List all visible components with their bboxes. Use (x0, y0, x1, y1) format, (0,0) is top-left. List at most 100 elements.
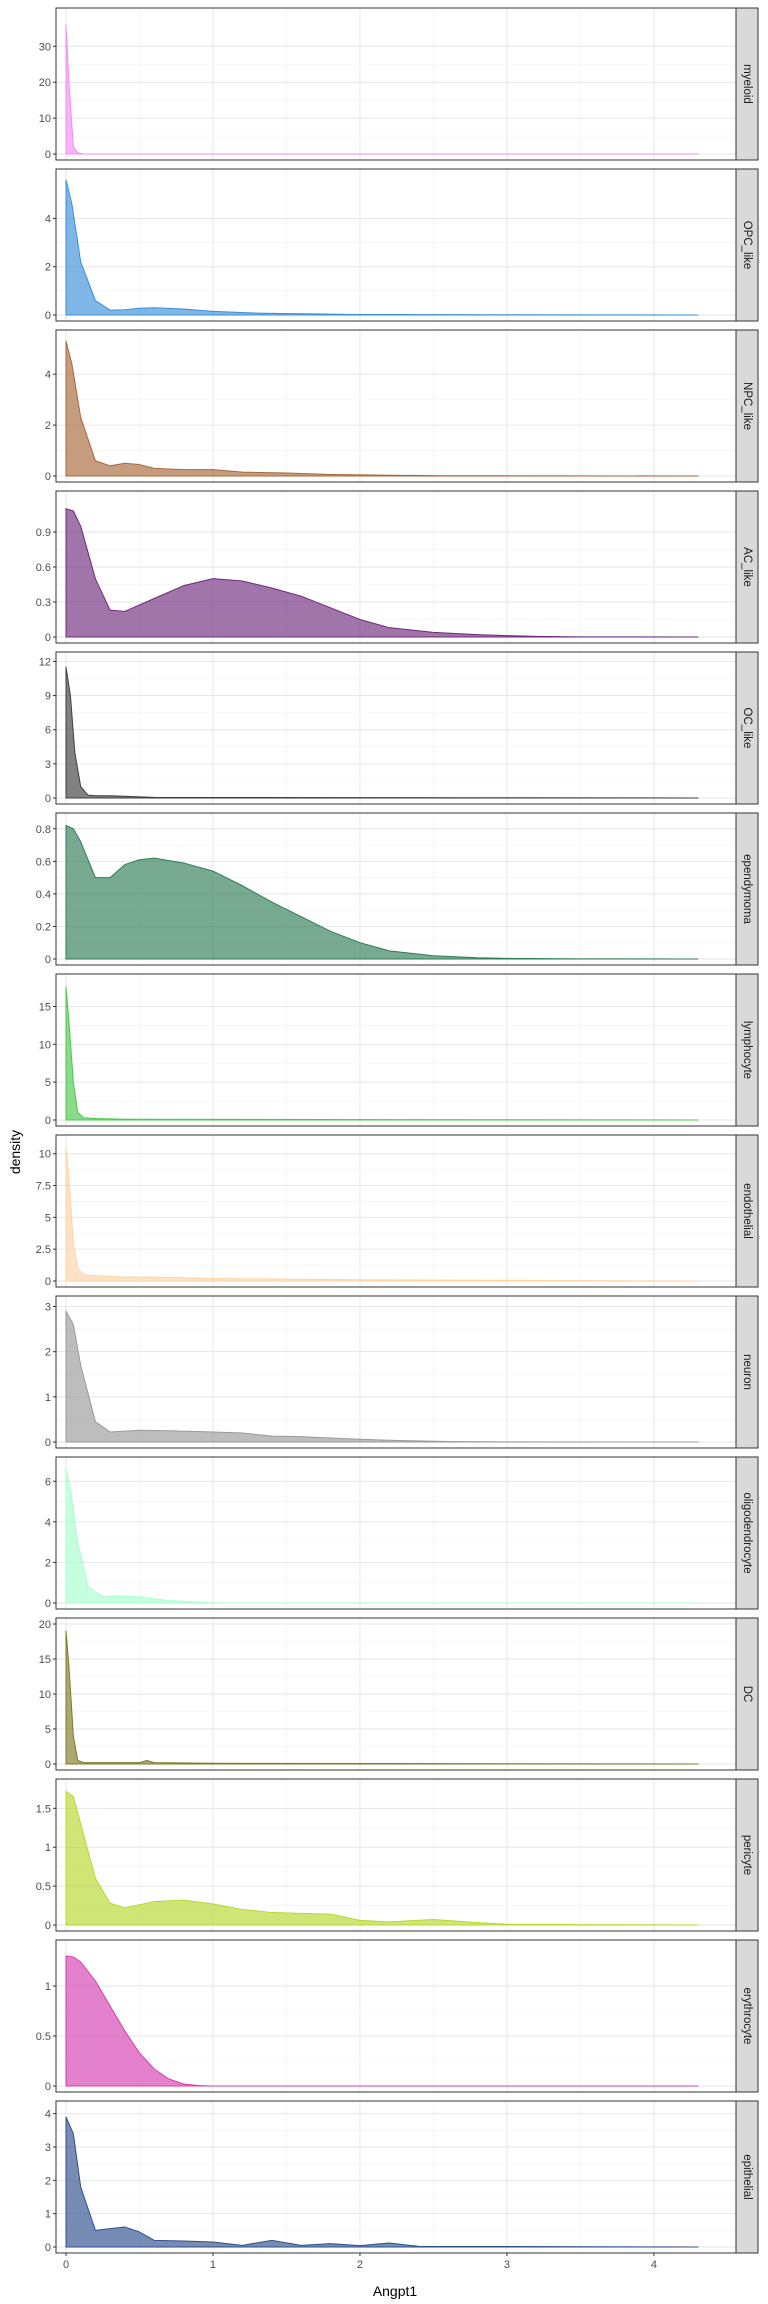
density-area-OC_like (65, 666, 699, 799)
strip-label-myeloid: myeloid (741, 64, 753, 104)
facet-strip (735, 973, 759, 1127)
y-tick-label: 0.8 (36, 824, 51, 836)
density-area-myeloid (65, 24, 699, 155)
y-tick-label: 7.5 (36, 1181, 51, 1193)
density-area-AC_like (65, 508, 699, 638)
strip-label-neuron: neuron (741, 1354, 753, 1390)
density-area-lymphocyte (65, 986, 699, 1121)
y-tick-label: 3 (45, 759, 51, 771)
panel-background (56, 1457, 736, 1609)
density-area-DC (65, 1630, 699, 1765)
facet-panel-2: 0 2 4 NPC_like (45, 329, 759, 483)
y-tick-label: 0.9 (36, 527, 51, 539)
y-axis-title: density (7, 1130, 23, 1174)
strip-label-oligodendrocyte: oligodendrocyte (741, 1492, 753, 1573)
y-tick-label: 30 (39, 41, 51, 53)
strip-label-NPC_like: NPC_like (741, 382, 753, 430)
y-tick-label: 0 (45, 1920, 51, 1932)
facet-panels: 0102030myeloid024OPC_like024NPC_like00.3… (36, 7, 759, 2271)
y-tick-label: 0 (45, 1437, 51, 1449)
y-tick-label: 1.5 (36, 1803, 51, 1815)
facet-panel-9: 0 2 4 6 oligodendrocyte (45, 1456, 759, 1610)
y-tick-label: 20 (39, 1619, 51, 1631)
y-tick-label: 2 (45, 1557, 51, 1569)
x-tick-label: 3 (504, 2259, 510, 2271)
x-tick-label: 2 (357, 2259, 363, 2271)
y-tick-label: 10 (39, 113, 51, 125)
y-tick-label: 5 (45, 1212, 51, 1224)
facet-panel-12: 0 0.5 1 erythrocyte (36, 1939, 759, 2093)
facet-panel-1: 0 2 4 OPC_like (45, 168, 759, 322)
facet-panel-11: 0 0.5 1 1.5 pericyte (36, 1778, 759, 1932)
y-tick-label: 6 (45, 725, 51, 737)
y-tick-label: 10 (39, 1039, 51, 1051)
y-tick-label: 10 (39, 1149, 51, 1161)
y-tick-label: 1 (45, 1842, 51, 1854)
facet-panel-7: 0 2.5 5 7.5 10 endothelial (36, 1134, 759, 1288)
y-tick-label: 0 (45, 1115, 51, 1127)
panel-background (56, 974, 736, 1126)
facet-panel-10: 0 5 10 15 20 DC (39, 1617, 759, 1771)
facet-panel-3: 0 0.3 0.6 0.9 AC_like (36, 490, 759, 644)
y-tick-label: 0.5 (36, 2031, 51, 2043)
density-area-pericyte (65, 1790, 699, 1926)
y-tick-label: 0 (45, 793, 51, 805)
y-tick-label: 4 (45, 369, 51, 381)
y-tick-label: 0.2 (36, 921, 51, 933)
strip-label-DC: DC (741, 1686, 753, 1703)
density-area-endothelial (65, 1148, 699, 1282)
strip-label-OC_like: OC_like (741, 708, 753, 749)
y-tick-label: 5 (45, 1077, 51, 1089)
facet-strip (735, 329, 759, 483)
strip-label-AC_like: AC_like (741, 547, 753, 587)
y-tick-label: 0 (45, 310, 51, 322)
y-tick-label: 4 (45, 1517, 51, 1529)
strip-label-pericyte: pericyte (741, 1835, 753, 1875)
y-tick-label: 0 (45, 954, 51, 966)
y-tick-label: 2.5 (36, 1244, 51, 1256)
panel-background (56, 169, 736, 321)
y-tick-label: 0 (45, 632, 51, 644)
y-tick-label: 0.6 (36, 562, 51, 574)
y-tick-label: 12 (39, 656, 51, 668)
panel-background (56, 2101, 736, 2253)
x-tick-label: 4 (651, 2259, 657, 2271)
y-tick-label: 2 (45, 2175, 51, 2187)
y-tick-label: 4 (45, 213, 51, 225)
y-tick-label: 0 (45, 149, 51, 161)
density-area-epithelial (65, 2116, 699, 2248)
density-area-ependymoma (65, 825, 699, 960)
strip-label-OPC_like: OPC_like (741, 221, 753, 270)
density-area-neuron (65, 1310, 699, 1443)
facet-strip (735, 2100, 759, 2254)
y-tick-label: 3 (45, 1302, 51, 1314)
y-tick-label: 2 (45, 262, 51, 274)
facet-strip (735, 1939, 759, 2093)
y-tick-label: 0.5 (36, 1881, 51, 1893)
y-tick-label: 0 (45, 1759, 51, 1771)
facet-panel-5: 0 0.2 0.4 0.6 0.8 ependymoma (36, 812, 759, 966)
y-tick-label: 2 (45, 420, 51, 432)
panel-background (56, 8, 736, 160)
y-tick-label: 20 (39, 77, 51, 89)
facet-strip (735, 812, 759, 966)
panel-background (56, 1940, 736, 2092)
x-tick-label: 0 (63, 2259, 69, 2271)
y-tick-label: 15 (39, 1654, 51, 1666)
strip-label-epithelial: epithelial (741, 2154, 753, 2199)
y-tick-label: 1 (45, 1981, 51, 1993)
facet-strip (735, 1617, 759, 1771)
facet-panel-8: 0 1 2 3 neuron (45, 1295, 759, 1449)
facet-strip (735, 1134, 759, 1288)
y-tick-label: 0.4 (36, 889, 51, 901)
strip-label-endothelial: endothelial (741, 1183, 753, 1239)
facet-strip (735, 7, 759, 161)
y-tick-label: 0 (45, 2081, 51, 2093)
panel-background (56, 652, 736, 804)
facet-strip (735, 490, 759, 644)
density-area-NPC_like (65, 340, 699, 477)
y-tick-label: 15 (39, 1001, 51, 1013)
y-tick-label: 0.6 (36, 856, 51, 868)
panel-background (56, 1135, 736, 1287)
